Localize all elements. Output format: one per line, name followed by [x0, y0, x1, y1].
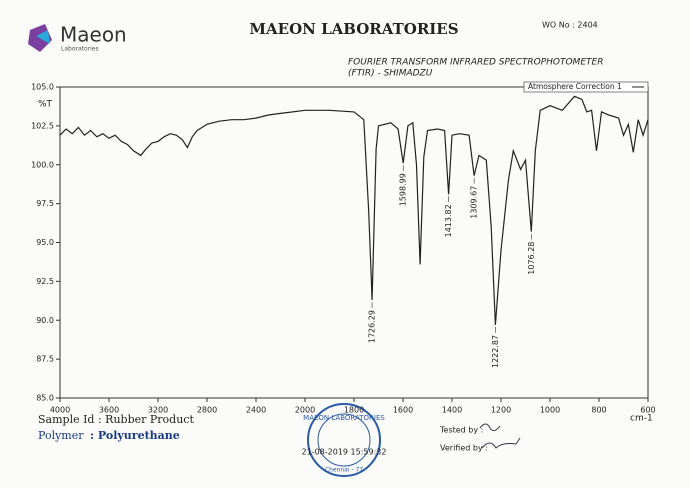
verified-by: Verified by :	[440, 444, 488, 453]
stamp-text: MAEON LABORATORIES	[303, 414, 385, 422]
stamp	[307, 403, 381, 477]
report-title: MAEON LABORATORIES	[249, 20, 458, 38]
logo-name: Maeon	[60, 23, 127, 47]
legend-box	[523, 81, 649, 93]
y-tick-label: 87.5	[36, 355, 54, 364]
tested-by: Tested by :	[439, 426, 483, 435]
instrument: FOURIER TRANSFORM INFRARED SPECTROPHOTOM…	[348, 58, 603, 68]
x-tick-label: 4000	[50, 406, 70, 415]
x-tick-label: 1800	[344, 406, 364, 415]
peak-label: 1222.87	[491, 335, 500, 368]
stamp	[317, 413, 371, 467]
y-tick-label: 85.0	[36, 394, 54, 403]
peak-label: 1309.67	[470, 186, 479, 219]
y-axis-label: %T	[38, 100, 53, 110]
timestamp: 21-08-2019 15:59:32	[302, 448, 387, 457]
x-axis-label: cm-1	[630, 414, 653, 424]
y-tick-label: 102.5	[31, 121, 54, 130]
peak-label: 1726.29	[368, 310, 377, 343]
peak-label: 1076.28	[527, 242, 536, 275]
x-tick-label: 2400	[246, 406, 266, 415]
x-tick-label: 1000	[540, 406, 560, 415]
y-tick-label: 105.0	[31, 83, 54, 92]
legend-label: Atmosphere Correction 1	[528, 82, 622, 91]
y-tick-label: 92.5	[36, 277, 54, 286]
x-tick-label: 2800	[197, 406, 217, 415]
y-tick-label: 97.5	[36, 199, 54, 208]
peak-label: 1598.99	[399, 173, 408, 206]
footer: Sample Id : Rubber Product Polymer : Pol…	[38, 403, 521, 477]
y-tick-label: 100.0	[31, 160, 54, 169]
logo-sub: Laboratories	[61, 46, 99, 53]
x-tick-label: 1400	[442, 406, 462, 415]
polymer-value: : Polyurethane	[90, 429, 180, 442]
instrument: (FTIR) - SHIMADZU	[348, 69, 433, 79]
plot-frame	[59, 86, 649, 399]
x-tick-label: 1600	[393, 406, 413, 415]
wo-no: WO No : 2404	[542, 21, 598, 30]
x-tick-label: 3600	[99, 406, 119, 415]
y-tick-label: 95.0	[36, 238, 54, 247]
spectrum-line	[59, 95, 649, 325]
peak-label: 1413.82	[444, 204, 453, 237]
x-tick-label: 2000	[295, 406, 315, 415]
signature	[479, 423, 501, 432]
polymer-label: Polymer	[38, 429, 84, 442]
stamp-text: Chennai - 77	[325, 467, 363, 474]
x-tick-label: 600	[640, 406, 655, 415]
logo: Maeon Laboratories	[28, 23, 127, 53]
y-tick-label: 90.0	[36, 316, 54, 325]
x-tick-label: 1200	[491, 406, 511, 415]
logo-mark	[36, 30, 50, 44]
x-tick-label: 800	[591, 406, 606, 415]
signature	[481, 437, 521, 449]
x-tick-label: 3200	[148, 406, 168, 415]
sample-id: Sample Id : Rubber Product	[38, 413, 194, 426]
